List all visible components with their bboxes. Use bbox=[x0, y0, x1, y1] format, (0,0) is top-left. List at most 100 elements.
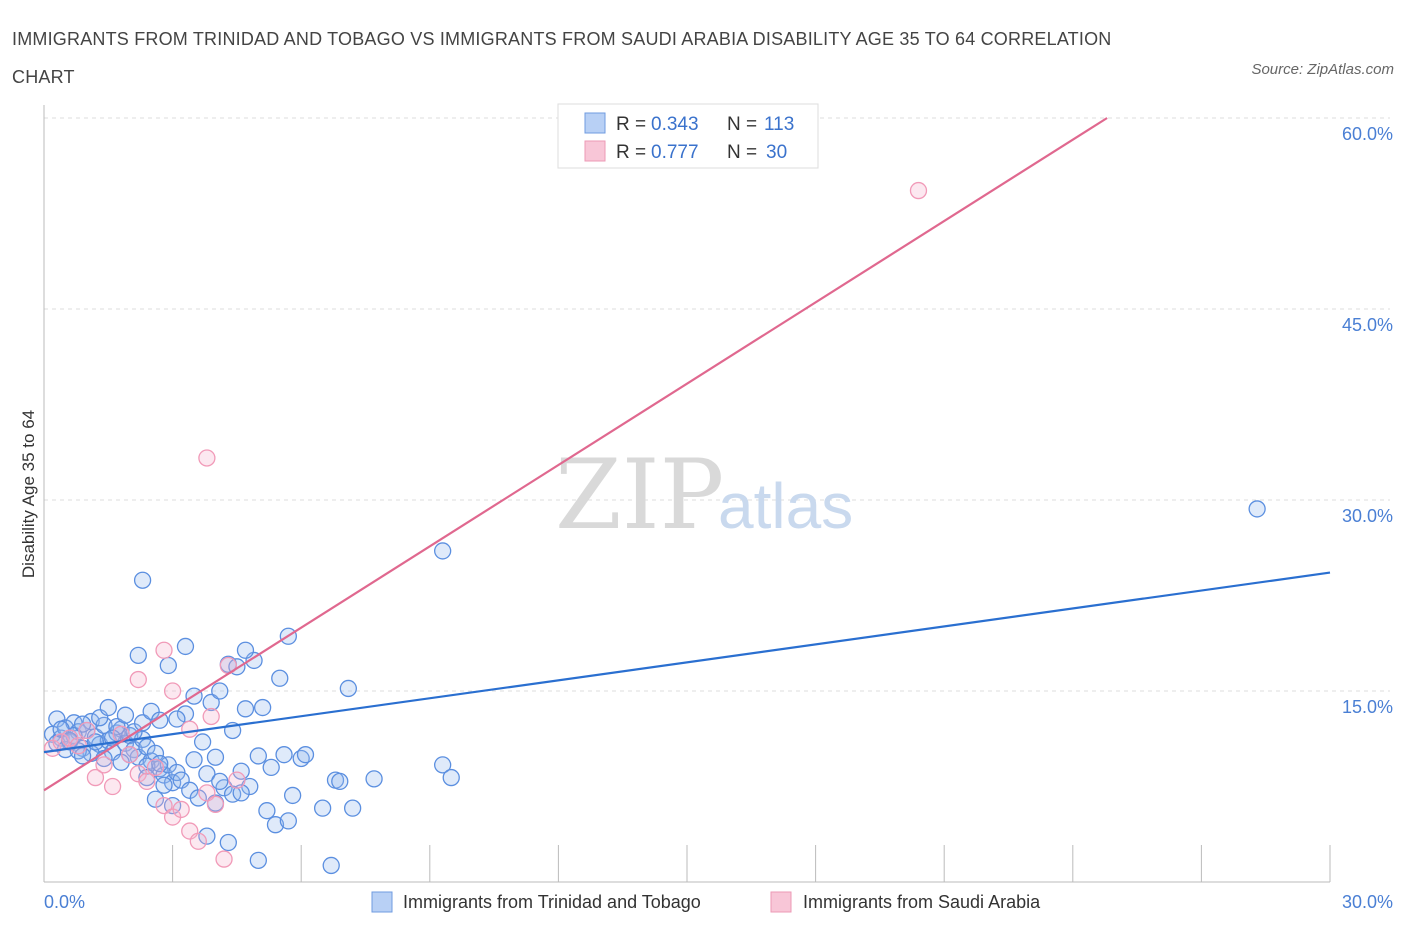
trend-lines bbox=[43, 117, 1331, 792]
y-tick-label: 45.0% bbox=[1342, 315, 1393, 335]
scatter-point-saudi bbox=[86, 768, 105, 787]
scatter-point-trinidad bbox=[249, 851, 267, 870]
bottom-legend-swatch-blue bbox=[371, 891, 393, 913]
legend-r-label-1: R = bbox=[616, 114, 646, 135]
scatter-point-trinidad bbox=[296, 746, 315, 764]
scatter-point-trinidad bbox=[202, 693, 220, 712]
scatter-point-trinidad bbox=[236, 641, 255, 659]
scatter-point-saudi bbox=[146, 758, 165, 777]
scatter-point-saudi bbox=[129, 670, 147, 689]
y-tick-label: 60.0% bbox=[1342, 124, 1393, 144]
bottom-legend: Immigrants from Trinidad and Tobago Immi… bbox=[371, 891, 1041, 913]
scatter-point-trinidad bbox=[189, 789, 207, 807]
series-trinidad-points bbox=[43, 500, 1266, 875]
scatter-point-trinidad bbox=[198, 765, 216, 783]
scatter-point-trinidad bbox=[313, 799, 332, 817]
legend-r-label-2: R = bbox=[616, 142, 646, 163]
scatter-point-saudi bbox=[228, 771, 246, 789]
scatter-point-trinidad bbox=[151, 711, 169, 729]
watermark-zip: ZIP bbox=[555, 439, 724, 551]
scatter-point-trinidad bbox=[271, 669, 289, 687]
scatter-point-trinidad bbox=[198, 827, 216, 845]
scatter-point-trinidad bbox=[258, 802, 276, 820]
legend-n-label-2: N = bbox=[727, 142, 757, 163]
scatter-point-trinidad bbox=[168, 710, 186, 728]
bottom-legend-label-saudi: Immigrants from Saudi Arabia bbox=[803, 892, 1041, 912]
scatter-point-trinidad bbox=[176, 637, 195, 656]
scatter-point-trinidad bbox=[331, 772, 349, 791]
scatter-point-saudi bbox=[215, 850, 233, 868]
scatter-point-saudi bbox=[121, 746, 139, 764]
x-tick-label-min: 0.0% bbox=[44, 892, 85, 912]
scatter-point-trinidad bbox=[279, 812, 297, 830]
scatter-point-trinidad bbox=[365, 770, 383, 788]
scatter-point-trinidad bbox=[155, 776, 173, 794]
scatter-point-trinidad bbox=[262, 758, 280, 777]
trendline-saudi bbox=[43, 117, 1108, 792]
scatter-point-trinidad bbox=[116, 706, 135, 724]
scatter-point-saudi bbox=[198, 784, 216, 802]
scatter-point-saudi bbox=[138, 772, 156, 791]
scatter-point-trinidad bbox=[322, 856, 340, 875]
source-label: Source: ZipAtlas.com bbox=[1251, 61, 1394, 78]
scatter-point-trinidad bbox=[232, 784, 250, 802]
bottom-legend-swatch-pink bbox=[770, 891, 792, 913]
y-tick-labels: 15.0% 30.0% 45.0% 60.0% bbox=[1342, 124, 1393, 717]
scatter-point-trinidad bbox=[249, 747, 267, 765]
scatter-point-saudi bbox=[181, 720, 199, 738]
scatter-point-trinidad bbox=[99, 698, 117, 717]
scatter-point-trinidad bbox=[266, 816, 285, 834]
scatter-point-saudi bbox=[202, 707, 220, 726]
scatter-point-trinidad bbox=[232, 762, 250, 780]
legend-n-value-1: 113 bbox=[764, 114, 794, 135]
scatter-point-saudi bbox=[95, 756, 113, 774]
watermark-atlas: atlas bbox=[718, 470, 853, 542]
scatter-point-trinidad bbox=[206, 748, 225, 766]
legend-swatch-blue bbox=[584, 112, 606, 134]
scatter-point-trinidad bbox=[236, 700, 255, 718]
scatter-point-trinidad bbox=[133, 571, 152, 589]
scatter-point-trinidad bbox=[159, 656, 177, 675]
legend-swatch-pink bbox=[584, 140, 606, 162]
scatter-point-trinidad bbox=[193, 733, 212, 751]
scatter-point-saudi bbox=[172, 800, 190, 819]
scatter-point-saudi bbox=[189, 832, 207, 850]
series-saudi-points bbox=[43, 181, 928, 868]
gridlines bbox=[44, 117, 1390, 692]
scatter-point-trinidad bbox=[434, 542, 452, 560]
scatter-point-trinidad bbox=[283, 786, 302, 805]
scatter-point-saudi bbox=[198, 449, 216, 467]
scatter-point-saudi bbox=[206, 795, 225, 813]
bottom-legend-label-trinidad: Immigrants from Trinidad and Tobago bbox=[403, 892, 701, 912]
y-tick-label: 15.0% bbox=[1342, 697, 1393, 717]
scatter-point-trinidad bbox=[211, 682, 229, 700]
scatter-point-saudi bbox=[155, 796, 173, 815]
scatter-point-trinidad bbox=[253, 698, 272, 717]
scatter-point-saudi bbox=[78, 721, 96, 740]
x-tick-marks bbox=[43, 845, 1331, 882]
scatter-point-saudi bbox=[163, 682, 182, 700]
scatter-point-trinidad bbox=[1248, 500, 1266, 518]
legend-r-value-2: 0.777 bbox=[651, 142, 699, 163]
scatter-point-trinidad bbox=[129, 646, 147, 664]
legend-n-value-2: 30 bbox=[766, 142, 787, 163]
scatter-point-saudi bbox=[103, 777, 122, 796]
scatter-point-trinidad bbox=[275, 746, 293, 764]
scatter-point-trinidad bbox=[146, 790, 165, 808]
legend: R = 0.343 N = 113 R = 0.777 N = 30 bbox=[557, 103, 819, 169]
scatter-point-trinidad bbox=[211, 772, 229, 791]
legend-r-value-1: 0.343 bbox=[651, 114, 699, 135]
scatter-point-saudi bbox=[155, 641, 173, 659]
scatter-point-trinidad bbox=[442, 768, 460, 787]
scatter-point-trinidad bbox=[185, 751, 203, 769]
scatter-point-trinidad bbox=[339, 679, 358, 698]
scatter-point-saudi bbox=[909, 181, 928, 200]
scatter-point-trinidad bbox=[434, 756, 452, 774]
trendline-trinidad bbox=[43, 571, 1331, 754]
x-tick-label-max: 30.0% bbox=[1342, 892, 1393, 912]
scatter-point-trinidad bbox=[73, 747, 92, 765]
y-tick-label: 30.0% bbox=[1342, 506, 1393, 526]
scatter-point-trinidad bbox=[219, 833, 237, 852]
y-axis-label: Disability Age 35 to 64 bbox=[19, 410, 38, 578]
